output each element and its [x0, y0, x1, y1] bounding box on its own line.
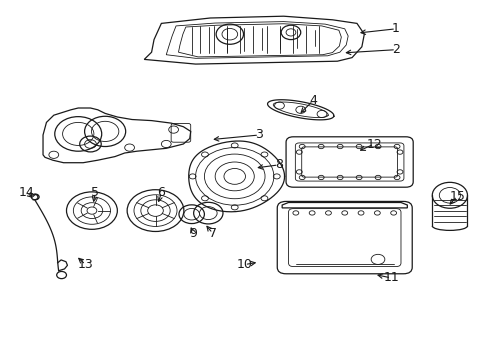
Text: 3: 3 [255, 129, 263, 141]
Text: 11: 11 [383, 271, 398, 284]
Text: 12: 12 [366, 138, 381, 150]
Text: 4: 4 [308, 94, 316, 107]
Text: 14: 14 [19, 186, 35, 199]
Text: 2: 2 [391, 43, 399, 56]
Text: 8: 8 [274, 158, 282, 171]
Text: 15: 15 [448, 190, 464, 203]
Text: 9: 9 [189, 227, 197, 240]
Text: 10: 10 [236, 258, 252, 271]
Text: 1: 1 [391, 22, 399, 35]
Text: 7: 7 [208, 227, 216, 240]
Text: 13: 13 [78, 258, 93, 271]
Text: 6: 6 [157, 186, 165, 199]
Text: 5: 5 [91, 186, 99, 199]
